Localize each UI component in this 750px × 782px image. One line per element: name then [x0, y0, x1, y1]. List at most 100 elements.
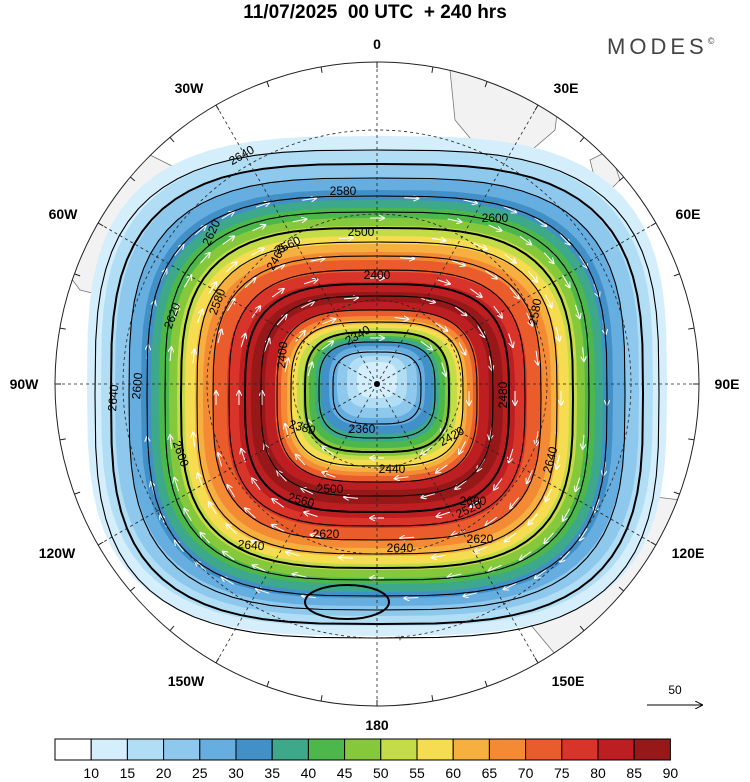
wind-vector [451, 260, 465, 266]
wind-vector [559, 233, 570, 244]
colorbar-label: 70 [518, 765, 534, 781]
wind-vector [271, 265, 284, 272]
boundary-tick [97, 541, 104, 546]
height-contour [303, 330, 451, 454]
lon-label-90e: 90E [715, 376, 740, 392]
wind-vector [527, 470, 533, 483]
wind-vector [441, 362, 446, 376]
wind-vector [307, 363, 312, 377]
wind-vector [338, 238, 353, 239]
wind-vector [535, 569, 547, 578]
lon-label-30w: 30W [175, 80, 205, 96]
boundary-tick [266, 81, 270, 88]
wind-vector [223, 552, 235, 561]
contour-label: 2600 [460, 494, 487, 508]
wind-vector [470, 498, 482, 507]
wind-vector [170, 435, 171, 449]
lon-label-150e: 150E [552, 673, 585, 689]
wind-vector [560, 551, 571, 562]
contour-label: 2400 [364, 268, 391, 282]
wind-vector [175, 541, 184, 552]
wind-vector [222, 577, 235, 585]
wind-vector [536, 350, 538, 365]
wind-vector [322, 446, 334, 456]
colorbar-label: 65 [482, 765, 498, 781]
contour-label: 2640 [540, 445, 561, 475]
wind-vector [226, 262, 237, 273]
colorbar-swatch [54, 738, 92, 761]
wind-vector [503, 206, 517, 213]
wind-vector [400, 258, 414, 259]
wind-vector [583, 347, 584, 361]
colorbar-label: 55 [409, 765, 425, 781]
pole-marker [374, 381, 380, 387]
lon-label-60e: 60E [676, 206, 701, 222]
wind-vector [544, 294, 551, 308]
wind-vector [200, 533, 211, 544]
wind-vector [459, 441, 466, 453]
wind-vector [470, 288, 481, 297]
colorbar-label: 50 [373, 765, 389, 781]
colorbar-label: 10 [83, 765, 99, 781]
wind-vector [448, 574, 462, 577]
boundary-tick [169, 136, 175, 143]
wind-vector [534, 217, 546, 226]
wind-vector [344, 497, 359, 498]
wind-vector [545, 488, 553, 502]
wind-vector [447, 219, 462, 222]
wind-vector [528, 513, 538, 525]
boundary-tick [688, 438, 695, 441]
wind-vector [508, 333, 513, 347]
wind-vector [245, 508, 256, 519]
wind-vector [302, 198, 316, 200]
wind-vector [193, 433, 195, 447]
contour-label: 2380 [288, 417, 318, 438]
colorbar-swatch [488, 738, 527, 761]
wind-vector [218, 453, 222, 467]
wind-vector [339, 557, 353, 558]
wind-vector [286, 552, 300, 557]
boundary-tick [650, 222, 657, 227]
brand-copyright-mark: © [707, 36, 715, 46]
wind-vector [183, 275, 191, 288]
colorbar-label: 90 [663, 765, 679, 781]
wind-vector [400, 537, 415, 538]
wind-vector [194, 226, 206, 236]
wind-vector [437, 511, 451, 516]
colorbar-swatch [452, 738, 490, 761]
wind-vector [454, 306, 466, 316]
colorbar-swatch [199, 738, 237, 761]
wind-vector [526, 312, 533, 326]
boundary-tick [484, 680, 488, 687]
lon-label-120e: 120E [672, 545, 705, 561]
height-contour [318, 341, 436, 439]
boundary-tick [266, 680, 270, 687]
wind-vector [244, 278, 255, 289]
wind-vector [322, 472, 336, 478]
wind-vector [543, 252, 553, 263]
wind-vector [301, 302, 314, 309]
wind-vector [302, 596, 316, 598]
boundary-tick [74, 491, 81, 495]
contour-label: 2400 [274, 341, 290, 369]
contour-label: 2600 [482, 211, 509, 225]
colorbar-label: 45 [337, 765, 353, 781]
wind-vector [293, 574, 307, 577]
lon-label-150w: 150W [168, 673, 205, 689]
wind-vector [421, 298, 435, 303]
wind-vector [173, 305, 178, 319]
height-contour [109, 162, 645, 626]
boundary-tick [129, 586, 136, 592]
boundary-tick [579, 625, 585, 632]
wind-vector [505, 532, 517, 541]
lon-label-180: 180 [365, 717, 389, 733]
boundary-tick [618, 586, 625, 592]
colorbar-swatch [380, 738, 418, 761]
boundary-tick [59, 438, 66, 441]
height-contour [276, 309, 478, 483]
contour-label: 2480 [496, 381, 510, 408]
wind-vector [485, 270, 497, 279]
colorbar-label: 20 [156, 765, 172, 781]
wind-vector [195, 561, 207, 571]
wind-vector [272, 525, 285, 532]
